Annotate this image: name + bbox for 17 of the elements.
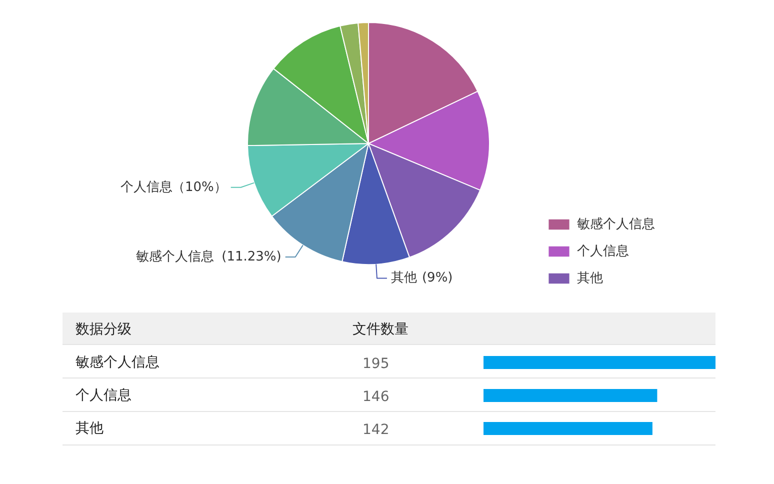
data-label: 146 — [362, 389, 390, 405]
y-tick-label: 其他 — [76, 420, 104, 436]
slice-label: 个人信息 — [120, 180, 172, 195]
legend-label: 个人信息 — [577, 243, 629, 260]
x-axis-title: 文件数量 — [352, 322, 408, 338]
slice-label: 敏感个人信息 — [136, 249, 214, 264]
legend-label: 敏感个人信息 — [577, 216, 655, 233]
data-label: 195 — [362, 356, 390, 372]
y-axis-title: 数据分级 — [76, 322, 132, 338]
y-tick-label: 敏感个人信息 — [76, 354, 160, 370]
data-label: 142 — [362, 422, 390, 438]
data-label: （10%） — [172, 180, 227, 195]
data-label: (11.23%) — [222, 249, 282, 264]
y-tick-label: 个人信息 — [76, 388, 132, 404]
slice-label: 其他 — [390, 270, 417, 286]
legend-label: 其他 — [577, 270, 603, 287]
data-label: (9%) — [422, 270, 453, 286]
